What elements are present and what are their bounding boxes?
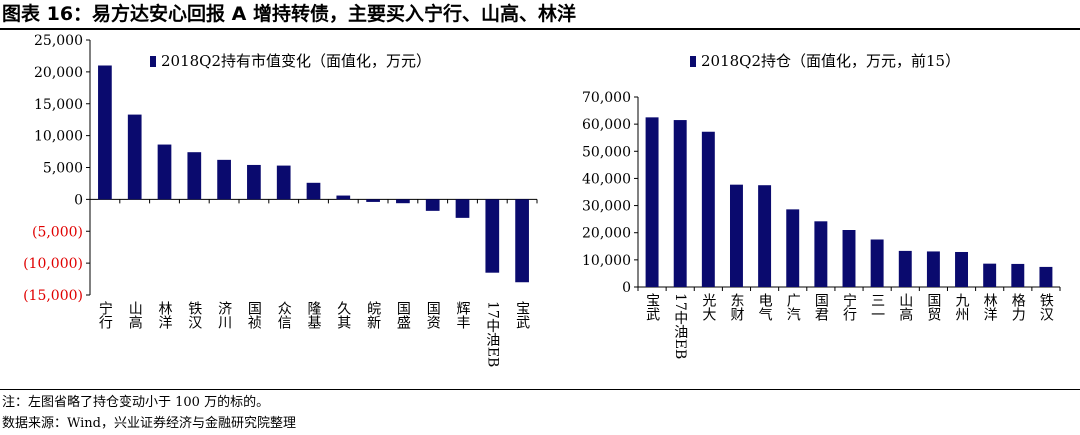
x-category-label: 光大: [700, 293, 716, 321]
bar: [955, 251, 969, 287]
bar: [485, 199, 500, 273]
x-category-label: 铁汉: [1038, 293, 1054, 321]
figure-title: 图表 16：易方达安心回报 A 增持转债，主要买入宁行、山高、林洋: [2, 3, 576, 25]
data-source: 数据来源：Wind，兴业证券经济与金融研究院整理: [2, 416, 296, 431]
y-tick-label: 50,000: [582, 144, 631, 160]
bar: [187, 152, 202, 200]
x-category-label: 隆基: [306, 301, 322, 329]
x-category-label: 国资: [425, 301, 441, 329]
y-tick-label: 30,000: [582, 199, 631, 215]
y-tick-label: 40,000: [582, 171, 631, 187]
bar: [276, 165, 291, 200]
x-category-label: 国祯: [246, 301, 262, 329]
bar: [870, 239, 884, 287]
y-tick-label: 0: [74, 192, 83, 208]
y-tick-label: 0: [622, 280, 631, 296]
y-tick-label: 5,000: [43, 161, 83, 177]
bar: [786, 209, 800, 287]
bar: [1011, 263, 1025, 287]
x-category-label: 皖新: [365, 301, 381, 330]
bar: [157, 144, 172, 200]
bar: [247, 164, 261, 200]
bar: [306, 182, 321, 200]
x-category-label: 济川: [216, 301, 232, 329]
bar: [673, 120, 687, 287]
x-category-label: 电气: [757, 293, 773, 321]
bar: [127, 114, 142, 200]
bar: [217, 159, 231, 200]
y-tick-label: 20,000: [34, 65, 83, 81]
x-category-label: 众信: [276, 301, 292, 329]
x-category-label: 广汽: [785, 293, 801, 321]
y-tick-label: 20,000: [582, 226, 631, 242]
legend-label: 2018Q2持有市值变化（面值化，万元）: [161, 52, 431, 70]
x-category-label: 宝武: [514, 301, 530, 329]
x-category-label: 久其: [335, 301, 351, 329]
bar: [842, 230, 856, 287]
x-category-label: 山高: [127, 301, 143, 329]
bar: [425, 199, 440, 211]
y-tick-label: (15,000): [23, 288, 83, 304]
x-category-label: 国盛: [395, 301, 411, 329]
y-tick-label: 25,000: [34, 33, 83, 49]
legend-label: 2018Q2持仓（面值化，万元，前15）: [701, 52, 960, 70]
bar: [515, 199, 529, 283]
bar: [898, 250, 912, 287]
holding-top15-chart: 0 10,000 20,000 30,000 40,000 50,000 60,000 70,…: [582, 52, 1061, 359]
bar: [396, 199, 410, 204]
x-category-label: 宝武: [644, 293, 660, 321]
title-rule: [0, 28, 1080, 30]
legend-swatch: [690, 56, 696, 67]
x-category-label: 山高: [897, 293, 913, 321]
x-category-label: 林洋: [982, 293, 998, 321]
footer-rule: [0, 389, 1080, 390]
x-category-label: 国贸: [925, 293, 941, 321]
x-category-label: 宁行: [841, 292, 857, 322]
y-tick-label: 70,000: [582, 90, 631, 106]
x-category-label: 国君: [813, 293, 829, 321]
x-category-label: 九州: [954, 293, 970, 321]
x-category-label: 17中油EB: [484, 301, 500, 367]
y-tick-label: 15,000: [34, 97, 83, 113]
bar: [336, 195, 351, 200]
holding-change-chart: 25,000 20,000 15,000 10,000 5,000 0 (5,000) (10…: [23, 33, 538, 367]
x-category-label: 铁汉: [186, 301, 202, 329]
x-category-label: 三一: [869, 293, 885, 321]
bar: [729, 184, 743, 287]
bar: [701, 131, 715, 287]
x-category-label: 辉丰: [455, 301, 471, 329]
x-category-label: 格力: [1010, 293, 1026, 322]
x-category-label: 宁行: [97, 300, 113, 330]
y-tick-label: 10,000: [34, 129, 83, 145]
x-category-label: 林洋: [157, 301, 173, 329]
bar: [98, 65, 112, 200]
bar: [983, 263, 997, 287]
y-tick-label: (10,000): [23, 256, 83, 272]
legend-swatch: [150, 56, 156, 67]
y-tick-label: 60,000: [582, 117, 631, 133]
bar: [926, 251, 940, 287]
bar: [455, 199, 470, 218]
bar: [1039, 266, 1053, 287]
bar: [814, 221, 828, 287]
bar: [758, 185, 772, 287]
y-tick-label: 10,000: [582, 253, 631, 269]
x-category-label: 东财: [728, 293, 744, 322]
y-tick-label: (5,000): [32, 224, 83, 240]
x-category-label: 17中油EB: [672, 293, 688, 359]
bar: [366, 199, 380, 202]
footnote: 注：左图省略了持仓变动小于 100 万的标的。: [2, 395, 270, 410]
bar: [645, 117, 659, 287]
